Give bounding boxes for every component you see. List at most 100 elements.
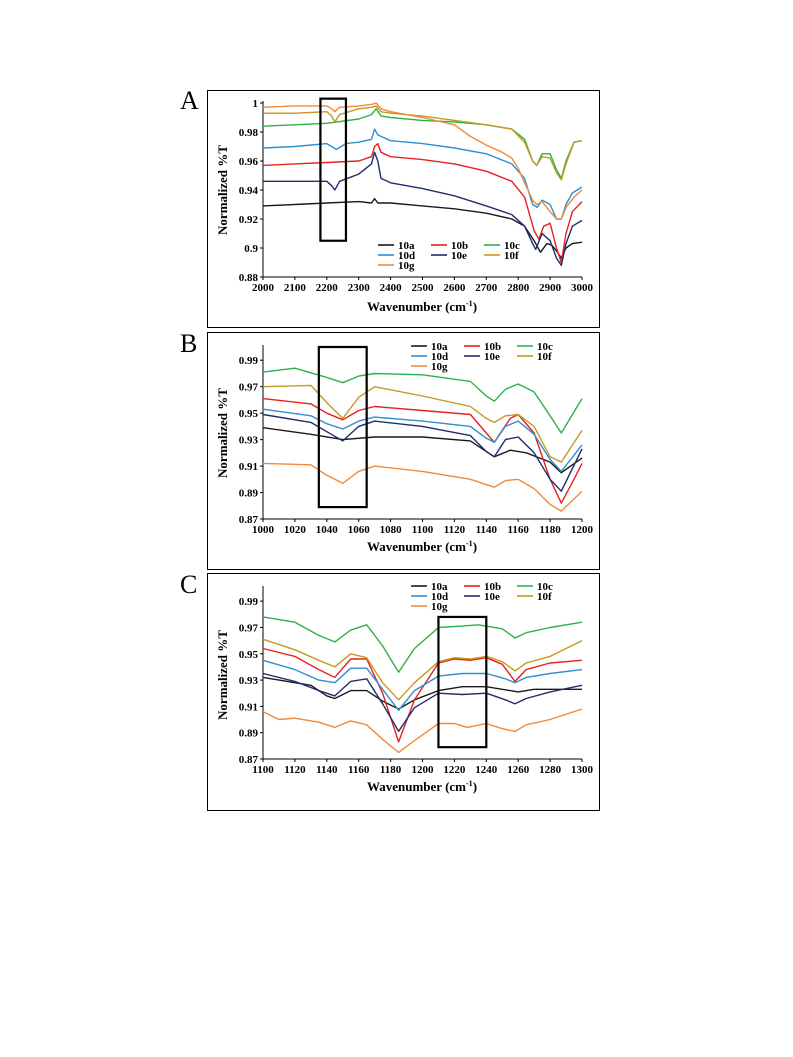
panel-a-series-10f <box>263 105 583 181</box>
panel-a-letter: A <box>180 86 199 115</box>
panel-a-legend-label-10a: 10a <box>398 240 415 252</box>
panel-c-frame <box>207 573 600 811</box>
panel-c-y-tick-label: 0.87 <box>239 754 259 766</box>
panel-a-x-tick-label: 2600 <box>443 282 466 294</box>
panel-b-y-tick-label: 0.89 <box>239 488 259 500</box>
panel-b-x-tick-label: 1020 <box>284 524 307 536</box>
panel-b-x-tick-label: 1180 <box>539 524 561 536</box>
panel-c-series-10f <box>262 638 583 701</box>
panel-a-x-tick-label: 3000 <box>571 282 594 294</box>
panel-b-frame <box>207 332 600 570</box>
panel-a-y-tick-label: 0.88 <box>239 272 259 284</box>
panel-a-y-tick-label: 0.9 <box>244 243 258 255</box>
panel-c-x-tick-label: 1240 <box>475 764 498 776</box>
panel-a-highlight-box <box>319 97 348 242</box>
panel-b-y-tick-label: 0.99 <box>239 355 259 367</box>
panel-b-letter: B <box>180 329 198 358</box>
panel-a-series-10b <box>262 142 583 264</box>
panel-c-x-tick-label: 1220 <box>443 764 466 776</box>
panel-c-series-10c <box>262 616 583 673</box>
panel-a-y-tick-label: 0.94 <box>239 185 259 197</box>
panel-b-legend-label-10c: 10c <box>537 341 553 353</box>
panel-a-y-tick-label: 0.98 <box>239 127 259 139</box>
panel-b-series-10d <box>262 408 583 473</box>
panel-b-series-10e <box>262 413 583 492</box>
panel-b-x-tick-label: 1140 <box>476 524 498 536</box>
panel-c-legend-label-10f: 10f <box>537 591 552 603</box>
panel-b-x-tick-label: 1160 <box>507 524 529 536</box>
panel-b-legend-label-10f: 10f <box>537 351 552 363</box>
panel-b-x-tick-label: 1040 <box>316 524 339 536</box>
panel-b-y-tick-label: 0.93 <box>239 435 259 447</box>
panel-b-x-tick-label: 1120 <box>444 524 466 536</box>
panel-b-y-tick-label: 0.95 <box>239 408 259 420</box>
panel-c-x-axis-label: Wavenumber (cm-1) <box>367 779 477 794</box>
panel-c-x-tick-label: 1200 <box>412 764 435 776</box>
panel-a-legend-label-10d: 10d <box>398 250 415 262</box>
panel-b-series-10f <box>262 384 583 463</box>
panel-a-x-tick-label: 2300 <box>348 282 371 294</box>
panel-c-y-axis-label: Normalized %T <box>215 630 230 720</box>
panel-b-x-tick-label: 1100 <box>412 524 434 536</box>
panel-c-y-tick-label: 0.99 <box>239 596 259 608</box>
panel-c-legend-label-10d: 10d <box>431 591 448 603</box>
panel-c-y-tick-label: 0.89 <box>239 728 259 740</box>
panel-a-x-tick-label: 2100 <box>284 282 307 294</box>
panel-c-y-tick-label: 0.97 <box>239 622 259 634</box>
panel-c-y-tick-label: 0.93 <box>239 675 259 687</box>
panel-b-x-tick-label: 1080 <box>380 524 403 536</box>
panel-b-legend-label-10d: 10d <box>431 351 448 363</box>
panel-b-x-tick-label: 1060 <box>348 524 371 536</box>
panel-b-y-tick-label: 0.97 <box>239 382 259 394</box>
panel-a-x-tick-label: 2200 <box>316 282 339 294</box>
panel-a-chart: 2000 2100 2200 2300 2400 2500 2600 2700 2800 2900… <box>215 97 594 314</box>
panel-b-y-tick-label: 0.87 <box>239 514 259 526</box>
panel-a-x-tick-label: 2400 <box>380 282 403 294</box>
panel-b-series-10a <box>262 427 583 474</box>
panel-b-legend-label-10g: 10g <box>431 361 448 373</box>
panel-c-series-10e <box>262 672 583 733</box>
panel-c-chart: 1100 1120 1140 1160 1180 1200 1220 1240 1260 1280… <box>215 581 594 794</box>
panel-c-x-tick-label: 1100 <box>252 764 274 776</box>
panel-c-series-10a <box>262 676 582 710</box>
panel-b-series-10b <box>262 397 583 504</box>
panel-c-legend-label-10b: 10b <box>484 581 501 593</box>
panel-b-legend-label-10b: 10b <box>484 341 501 353</box>
panel-a-y-tick-label: 0.92 <box>239 214 259 226</box>
panel-b-series-10c <box>262 367 583 434</box>
panel-c-x-tick-label: 1280 <box>539 764 562 776</box>
panel-c-series-10g <box>262 708 583 754</box>
panel-b-x-tick-label: 1000 <box>252 524 275 536</box>
panel-a-x-tick-label: 2500 <box>412 282 435 294</box>
panel-a-x-tick-label: 2800 <box>507 282 530 294</box>
panel-c-y-tick-label: 0.91 <box>239 701 258 713</box>
panel-a-legend-label-10f: 10f <box>504 250 519 262</box>
panel-c-x-tick-label: 1180 <box>380 764 402 776</box>
panel-a-x-tick-label: 2000 <box>252 282 275 294</box>
panel-b-series-10g <box>262 462 583 512</box>
panel-b-chart: 1000 1020 1040 1060 1080 1100 1120 1140 1160 1180… <box>215 341 594 554</box>
panel-a-y-tick-label: 1 <box>253 98 259 110</box>
panel-a-legend-label-10e: 10e <box>451 250 467 262</box>
panel-c-legend-label-10c: 10c <box>537 581 553 593</box>
panel-c-highlight-box <box>437 615 488 749</box>
panel-b-legend-label-10e: 10e <box>484 351 500 363</box>
panel-c-x-tick-label: 1120 <box>284 764 306 776</box>
panel-c-x-tick-label: 1300 <box>571 764 594 776</box>
panel-c-letter: C <box>180 570 198 599</box>
panel-c-x-tick-label: 1260 <box>507 764 530 776</box>
panel-b-highlight-box <box>317 345 368 509</box>
panel-a-x-axis-label: Wavenumber (cm-1) <box>367 299 477 314</box>
panel-c-legend-label-10e: 10e <box>484 591 500 603</box>
panel-b-legend-label-10a: 10a <box>431 341 448 353</box>
panel-c-series-10b <box>262 647 583 743</box>
panel-b-x-axis-label: Wavenumber (cm-1) <box>367 539 477 554</box>
panel-c-series-10d <box>262 659 583 711</box>
panel-a-legend-label-10b: 10b <box>451 240 468 252</box>
panel-b-y-tick-label: 0.91 <box>239 461 258 473</box>
panel-a-legend-label-10g: 10g <box>398 260 415 272</box>
panel-a-legend-label-10c: 10c <box>504 240 520 252</box>
panel-b-y-axis-label: Normalized %T <box>215 388 230 478</box>
panel-a-frame <box>207 90 600 328</box>
